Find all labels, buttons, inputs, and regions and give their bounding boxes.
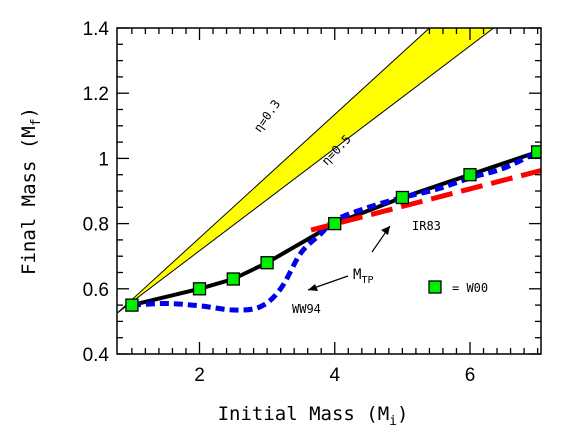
band-edge-eta-0.5 — [117, 28, 494, 314]
y-tick-label-1: 1 — [98, 149, 109, 170]
series-line-ir83 — [310, 168, 541, 233]
w00-marker-7 — [530, 145, 541, 159]
w00-marker-5 — [395, 190, 410, 205]
y-tick-label-1.2: 1.2 — [83, 84, 109, 105]
x-tick-label-4: 4 — [329, 365, 340, 386]
y-tick-label-1.4: 1.4 — [83, 19, 110, 40]
w00-marker-3 — [260, 256, 274, 270]
x-tick-label-6: 6 — [465, 365, 476, 386]
mtp-arrow-head — [308, 284, 318, 291]
w00-marker-6 — [463, 168, 477, 182]
ir83-label: IR83 — [412, 219, 441, 233]
x-tick-label-2: 2 — [194, 365, 205, 386]
axis-ticks — [117, 27, 541, 355]
y-tick-label-0.8: 0.8 — [83, 215, 109, 236]
plot-area — [117, 28, 541, 314]
y-tick-label-0.4: 0.4 — [83, 345, 110, 366]
series-line-ww94 — [131, 149, 539, 313]
w00-marker-4 — [328, 216, 342, 231]
y-axis-title: Final Mass (Mf) — [18, 107, 44, 275]
ww94-label: WW94 — [292, 302, 321, 316]
w00-marker-2 — [226, 272, 240, 286]
w00-marker-0 — [125, 298, 139, 312]
x-axis-title: Initial Mass (Mi) — [218, 403, 409, 429]
mtp-label: MTP — [353, 267, 373, 286]
ir83-arrow-head — [381, 226, 390, 235]
y-tick-label-0.6: 0.6 — [83, 280, 109, 301]
eta-0.3-label: η=0.3 — [251, 97, 283, 135]
legend-w00-marker — [428, 280, 442, 294]
w00-markers — [125, 145, 541, 312]
axis-tick-labels: 2 4 6 0.4 0.6 0.8 1 1.2 1.4 — [83, 19, 476, 386]
legend-w00-label: = W00 — [452, 281, 488, 295]
w00-marker-1 — [192, 282, 207, 296]
band-edge-eta-0.3 — [117, 28, 430, 314]
